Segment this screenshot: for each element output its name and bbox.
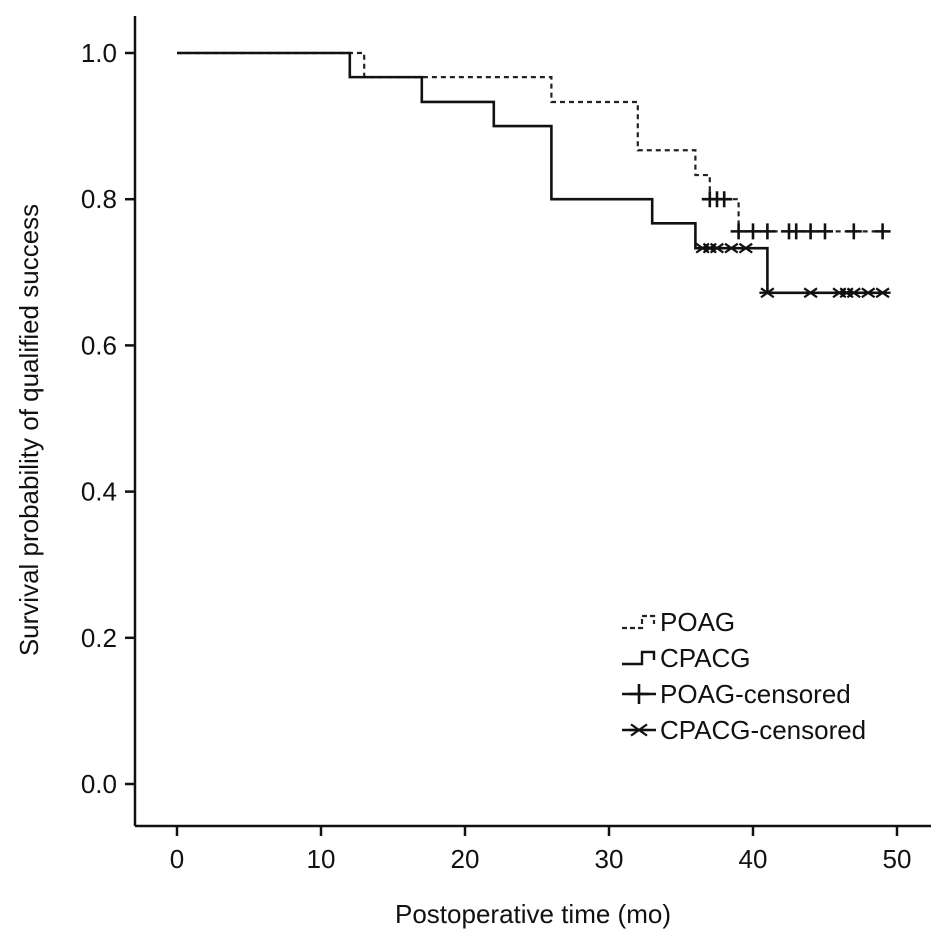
censor-marker-cpacg [723, 242, 740, 254]
censor-marker-poag [874, 223, 891, 240]
censor-marker-cpacg [759, 287, 776, 299]
censor-marker-cpacg [737, 242, 754, 254]
censor-marker-poag [788, 223, 805, 240]
x-axis-label: Postoperative time (mo) [395, 899, 671, 929]
x-tick-label: 0 [170, 844, 184, 874]
legend-label: POAG-censored [660, 679, 851, 709]
series-line-poag [177, 51, 883, 233]
censor-marker-poag [730, 223, 747, 240]
y-tick-label: 0.6 [81, 330, 117, 360]
censor-marker-poag [845, 223, 862, 240]
axes-layer: 0.0 0.2 0.4 0.6 0.8 1.0 0 10 20 30 40 50 [81, 16, 931, 874]
censor-marker-cpacg [802, 287, 819, 299]
legend-label: CPACG-censored [660, 715, 866, 745]
legend-label: POAG [660, 607, 735, 637]
legend-swatch-poag [622, 614, 656, 630]
series-layer [177, 51, 883, 295]
y-tick-label: 0.4 [81, 477, 117, 507]
y-axis-label: Survival probability of qualified succes… [14, 204, 44, 656]
censor-marker-cpacg [709, 242, 725, 254]
y-tick-label: 0.2 [81, 623, 117, 653]
x-tick-label: 50 [883, 844, 912, 874]
legend-swatch-cpacg-censored [629, 723, 649, 737]
legend-swatch-poag-censored [629, 684, 649, 704]
censor-marker-poag [802, 223, 819, 240]
legend-swatch-cpacg [622, 650, 656, 666]
censor-marker-cpacg [874, 287, 891, 299]
censor-marker-poag [745, 223, 761, 240]
y-tick-label: 0.0 [81, 769, 117, 799]
series-line-cpacg [177, 51, 883, 295]
censor-marker-poag [817, 223, 833, 240]
censor-marker-poag [716, 191, 733, 208]
censor-marker-cpacg [860, 287, 877, 299]
x-tick-label: 40 [739, 844, 768, 874]
censor-marker-poag [759, 223, 776, 240]
censor-marker-cpacg [845, 287, 862, 299]
x-tick-label: 10 [307, 844, 336, 874]
censor-layer [694, 191, 891, 299]
y-tick-label: 1.0 [81, 38, 117, 68]
y-tick-label: 0.8 [81, 184, 117, 214]
legend-label: CPACG [660, 643, 751, 673]
x-tick-label: 20 [451, 844, 480, 874]
x-tick-label: 30 [595, 844, 624, 874]
legend: POAG CPACG POAG-censored CPACG-censored [622, 607, 866, 745]
